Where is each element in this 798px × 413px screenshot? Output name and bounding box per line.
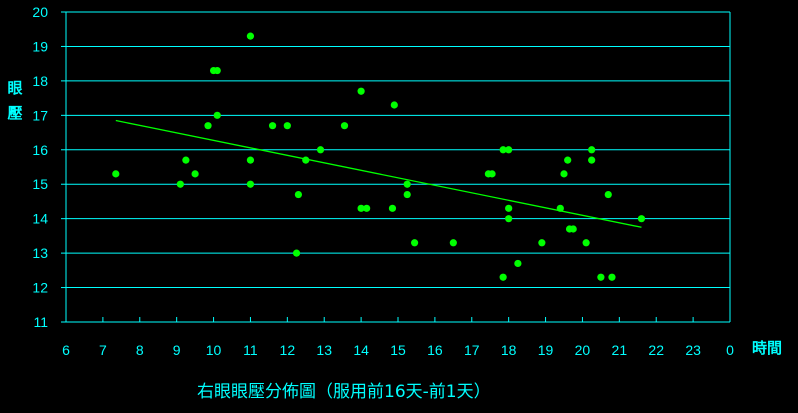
data-point bbox=[390, 101, 398, 109]
x-tick-label: 19 bbox=[538, 342, 554, 358]
x-tick-label: 12 bbox=[280, 342, 296, 358]
data-point bbox=[538, 239, 546, 247]
y-axis-title-char-2: 壓 bbox=[7, 104, 22, 122]
data-point bbox=[403, 190, 411, 199]
data-point bbox=[283, 122, 291, 130]
data-point bbox=[582, 239, 590, 247]
y-tick-label: 13 bbox=[32, 245, 48, 261]
data-point bbox=[597, 273, 605, 281]
x-tick-label: 16 bbox=[427, 342, 443, 358]
x-tick-label: 8 bbox=[136, 342, 144, 358]
data-point bbox=[268, 122, 277, 130]
y-tick-label: 17 bbox=[32, 107, 48, 123]
y-tick-label: 19 bbox=[32, 38, 48, 54]
data-point bbox=[637, 215, 646, 223]
axes bbox=[61, 11, 731, 323]
data-point bbox=[363, 204, 371, 212]
data-point bbox=[294, 190, 302, 199]
data-point bbox=[213, 66, 221, 75]
data-point bbox=[191, 170, 199, 178]
data-point bbox=[588, 146, 596, 154]
x-tick-label: 10 bbox=[206, 342, 222, 358]
data-point bbox=[246, 180, 255, 188]
x-tick-label: 17 bbox=[464, 342, 480, 358]
data-point bbox=[176, 180, 184, 188]
data-point bbox=[560, 170, 568, 178]
y-tick-label: 20 bbox=[32, 4, 48, 20]
data-point bbox=[604, 190, 612, 199]
y-tick-label: 14 bbox=[32, 211, 48, 227]
data-point bbox=[357, 204, 365, 212]
x-tick-label: 7 bbox=[99, 342, 107, 358]
data-point bbox=[514, 259, 522, 268]
tick-labels: 11 12 13 14 15 16 17 18 19 20 6 7 8 9 10 11 12 13 14 15 16 17… bbox=[32, 4, 734, 358]
y-axis-title-char-1: 眼 bbox=[7, 79, 22, 97]
x-tick-label: 20 bbox=[575, 342, 591, 358]
x-tick-label: 13 bbox=[316, 342, 332, 358]
data-point bbox=[316, 146, 325, 154]
data-point bbox=[505, 146, 513, 154]
y-tick-label: 15 bbox=[32, 176, 48, 192]
data-point bbox=[505, 204, 513, 212]
data-point bbox=[499, 273, 507, 281]
x-axis-title: 時間 bbox=[752, 339, 782, 357]
data-point bbox=[608, 273, 616, 281]
data-point bbox=[340, 122, 349, 130]
x-tick-label: 23 bbox=[685, 342, 701, 358]
data-points bbox=[112, 32, 646, 281]
x-tick-label: 11 bbox=[243, 342, 258, 358]
x-tick-label: 0 bbox=[726, 342, 734, 358]
data-point bbox=[488, 170, 496, 178]
y-tick-label: 11 bbox=[33, 314, 48, 330]
data-point bbox=[499, 146, 507, 154]
y-tick-label: 16 bbox=[32, 142, 48, 158]
data-point bbox=[302, 156, 310, 164]
data-point bbox=[182, 156, 190, 164]
x-tick-label: 21 bbox=[612, 342, 628, 358]
trendline bbox=[115, 119, 642, 228]
x-tick-label: 6 bbox=[62, 342, 70, 358]
y-tick-label: 12 bbox=[32, 280, 48, 296]
data-point bbox=[411, 239, 419, 247]
data-point bbox=[505, 215, 513, 223]
data-point bbox=[213, 111, 221, 119]
data-point bbox=[246, 156, 255, 164]
y-axis-title: 眼 壓 bbox=[7, 79, 22, 122]
chart-title: 右眼眼壓分佈圖（服用前16天-前1天） bbox=[197, 382, 491, 402]
data-point bbox=[556, 204, 564, 212]
data-point bbox=[588, 156, 596, 164]
data-point bbox=[569, 225, 577, 233]
x-tick-label: 22 bbox=[648, 342, 664, 358]
x-tick-label: 14 bbox=[353, 342, 369, 358]
trendline-layer bbox=[115, 119, 642, 228]
data-point bbox=[357, 87, 365, 95]
data-point bbox=[403, 180, 411, 188]
x-tick-label: 15 bbox=[390, 342, 406, 358]
grid-lines bbox=[66, 11, 730, 289]
data-point bbox=[388, 204, 397, 212]
x-tick-label: 9 bbox=[173, 342, 181, 358]
data-point bbox=[292, 249, 301, 257]
x-tick-label: 18 bbox=[501, 342, 517, 358]
data-point bbox=[246, 32, 255, 40]
data-point bbox=[564, 156, 572, 164]
y-tick-label: 18 bbox=[32, 73, 48, 89]
data-point bbox=[112, 170, 120, 178]
data-point bbox=[204, 122, 212, 130]
data-point bbox=[449, 239, 457, 247]
